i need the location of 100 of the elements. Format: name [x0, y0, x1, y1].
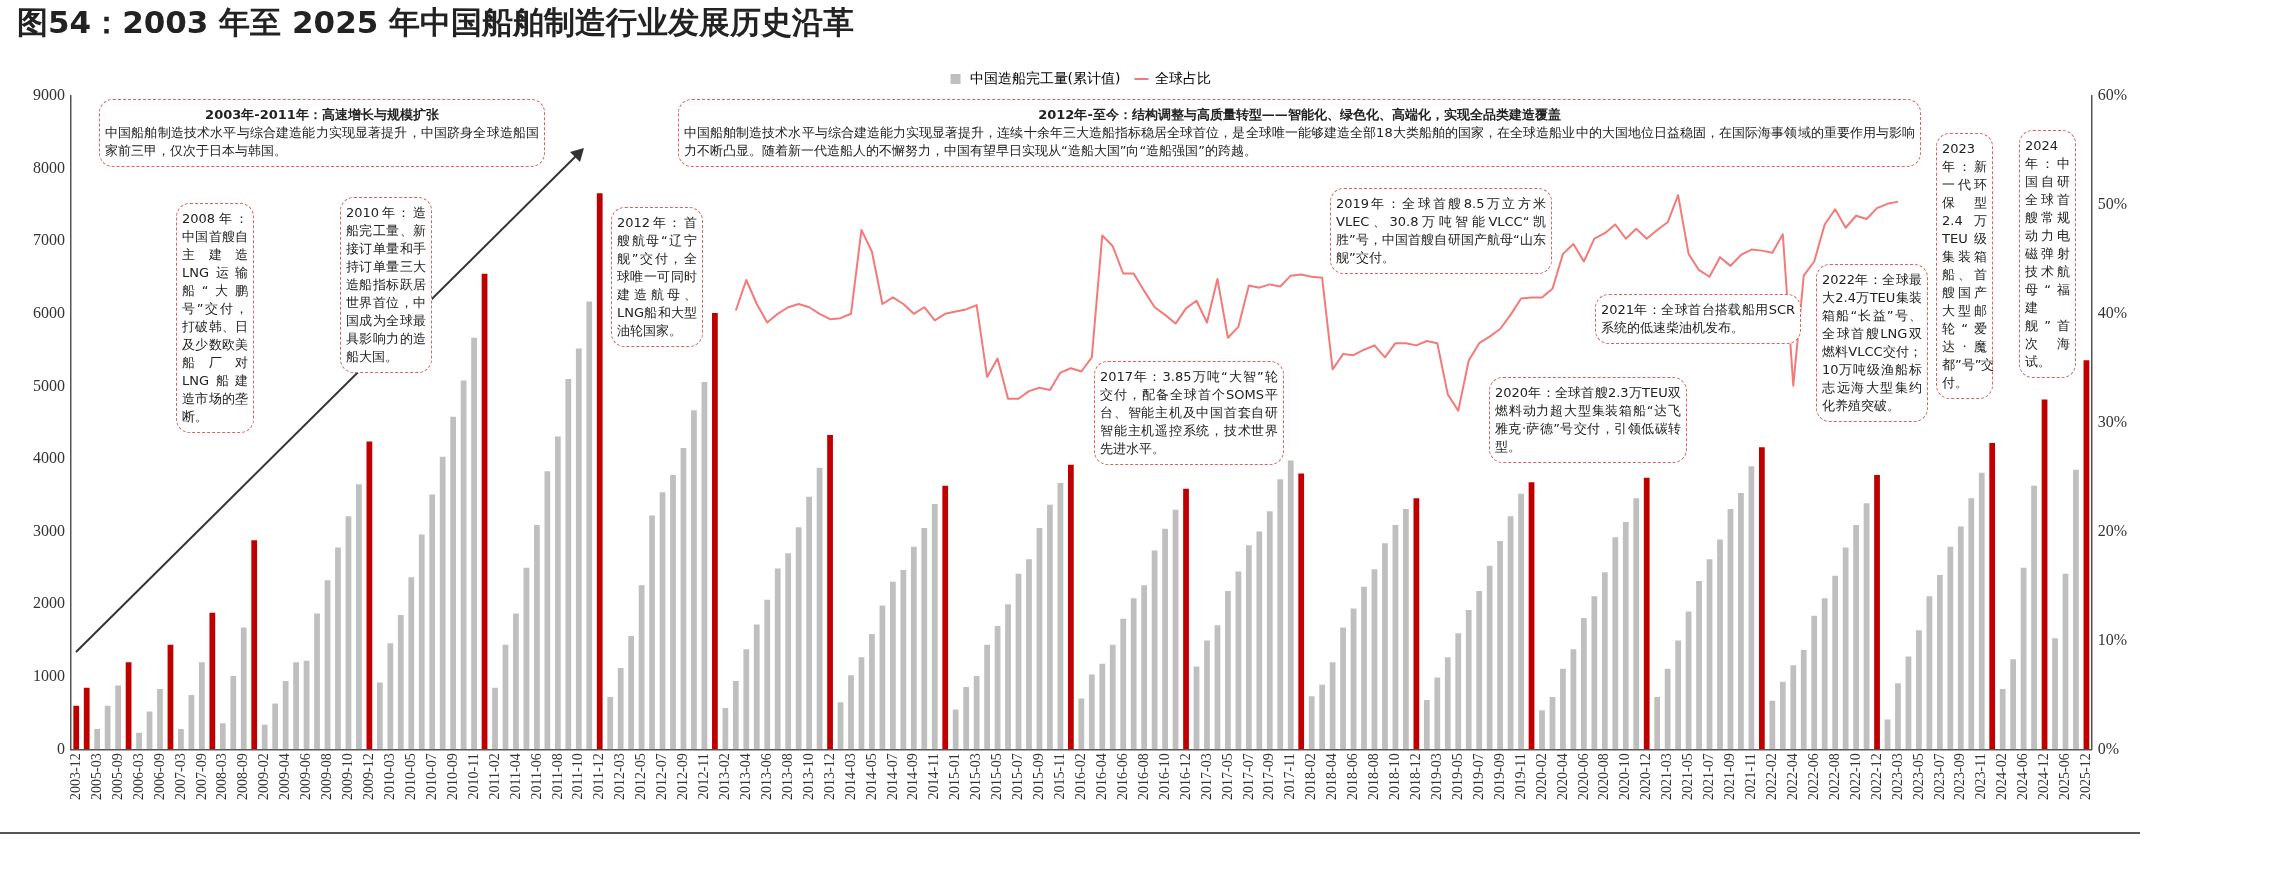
bar — [1497, 541, 1504, 750]
bar — [1319, 684, 1326, 750]
bar — [1643, 477, 1650, 750]
bar — [1277, 479, 1284, 750]
x-tick-label: 2022-06 — [1805, 753, 1821, 801]
annotation: 中国船舶制造技术水平与综合建造能力实现显著提升，中国跻身全球造船国家前三甲，仅次于日本与韩国。 — [105, 124, 539, 160]
bar — [1434, 677, 1441, 750]
x-tick-label: 2021-05 — [1680, 753, 1696, 801]
bar — [1465, 609, 1472, 750]
x-tick-label: 2022-12 — [1868, 753, 1884, 801]
x-tick-label: 2010-03 — [382, 753, 397, 801]
y-tick-label: 2000 — [33, 594, 65, 612]
x-tick-label: 2022-04 — [1784, 753, 1800, 801]
text: 2024年：中国自研全球首艘常规动力电磁弹射技术航母“福建舰”首次海试。 — [2025, 138, 2070, 369]
bar — [1654, 697, 1661, 750]
chart-title: 图54：2003 年至 2025 年中国船舶制造行业发展历史沿革 — [17, 3, 855, 42]
bar — [1151, 550, 1158, 750]
bar — [1936, 575, 1943, 750]
y2-tick-label: 30% — [2097, 412, 2127, 430]
bar — [513, 613, 519, 750]
bar — [1225, 591, 1231, 750]
x-tick-label: 2015-11 — [1052, 753, 1068, 800]
x-tick-label: 2023-03 — [1889, 753, 1905, 801]
bar — [450, 416, 457, 750]
bar — [1947, 546, 1954, 750]
bar — [73, 705, 80, 750]
x-tick-label: 2009-02 — [256, 753, 272, 801]
x-tick-label: 2011-06 — [528, 753, 544, 800]
bar — [356, 484, 362, 750]
x-tick-label: 2009-12 — [361, 753, 377, 801]
bar — [1717, 539, 1723, 750]
bar — [774, 568, 781, 750]
bar — [1664, 668, 1671, 750]
bar — [1204, 640, 1210, 750]
bar — [115, 685, 121, 750]
bar — [1162, 528, 1168, 750]
x-tick-label: 2024-02 — [1994, 753, 2010, 801]
y2-tick-label: 60% — [2097, 86, 2127, 104]
bar — [1916, 630, 1922, 750]
bar — [1183, 488, 1189, 750]
bar — [230, 676, 237, 750]
bar — [1758, 447, 1765, 750]
x-tick-label: 2013-08 — [779, 753, 795, 801]
x-tick-label: 2020-10 — [1617, 753, 1633, 801]
bar — [376, 682, 383, 750]
bar — [157, 689, 163, 750]
bar — [2052, 638, 2058, 750]
y-tick-label: 4000 — [33, 449, 65, 467]
x-tick-label: 2025-12 — [2078, 753, 2094, 801]
bar — [1978, 472, 1985, 750]
y-tick-label: 1000 — [33, 666, 65, 684]
bar — [1245, 545, 1252, 750]
x-tick-label: 2016-10 — [1156, 753, 1172, 801]
bar — [1130, 598, 1137, 750]
bar — [1298, 473, 1305, 750]
bar — [1005, 604, 1011, 750]
x-tick-label: 2011-10 — [570, 753, 586, 800]
bar — [848, 675, 854, 750]
x-tick-label: 2014-05 — [863, 753, 879, 801]
x-tick-label: 2020-12 — [1638, 753, 1654, 801]
bar — [1581, 617, 1587, 750]
x-tick-label: 2015-09 — [1031, 753, 1047, 801]
x-tick-label: 2023-09 — [1952, 753, 1968, 801]
bar — [1361, 586, 1367, 750]
x-tick-label: 2010-11 — [465, 753, 481, 800]
bar — [1413, 498, 1420, 750]
y-tick-label: 8000 — [33, 158, 65, 176]
bar — [1120, 618, 1127, 750]
x-tick-label: 2014-09 — [905, 753, 921, 801]
annotation: 中国船舶制造技术水平与综合建造能力实现显著提升，连续十余年三大造船指标稳居全球首位，是全球唯一能够建造全部18大类船舶的国家，在全球造船业中的大国地位日益稳固，在国际海事领域的重要作用与影响力不断凸显。随着新一代造船人的不懈努力，中国有望早日实现从“造船大国”向“造船强国”的跨越。 — [684, 124, 1915, 160]
bar — [1853, 525, 1859, 750]
bar — [942, 485, 949, 750]
annotation: 2020年：全球首艘2.3万TEU双燃料动力超大型集装箱船“达飞雅克·萨德”号交付，引领低碳转型。 — [1495, 384, 1681, 456]
x-tick-label: 2011-02 — [486, 753, 502, 800]
bar — [198, 662, 205, 750]
x-tick-label: 2012-03 — [612, 753, 628, 801]
bar — [1067, 464, 1074, 750]
bar — [743, 649, 750, 750]
x-tick-label: 2009-06 — [298, 753, 314, 801]
bar — [1622, 522, 1629, 750]
x-tick-label: 2014-07 — [884, 753, 900, 801]
y-tick-label: 0 — [57, 739, 65, 757]
x-tick-label: 2020-04 — [1554, 753, 1570, 801]
bar — [1476, 591, 1483, 750]
bar — [952, 709, 959, 750]
x-tick-label: 2015-03 — [968, 753, 984, 801]
x-tick-label: 2015-05 — [989, 753, 1005, 801]
x-tick-label: 2023-05 — [1910, 753, 1926, 801]
bar — [261, 724, 268, 750]
bar — [314, 613, 320, 750]
x-tick-label: 2017-09 — [1261, 753, 1277, 801]
y-tick-label: 9000 — [33, 86, 65, 104]
bar — [282, 681, 289, 750]
x-tick-label: 2020-06 — [1575, 753, 1591, 801]
bar — [1968, 498, 1975, 750]
x-tick-label: 2022-08 — [1826, 753, 1842, 801]
bar — [397, 615, 404, 750]
legend-label: 中国造船完工量(累计值) — [969, 69, 1121, 86]
x-tick-label: 2015-07 — [1010, 753, 1026, 801]
bar — [1800, 649, 1807, 750]
